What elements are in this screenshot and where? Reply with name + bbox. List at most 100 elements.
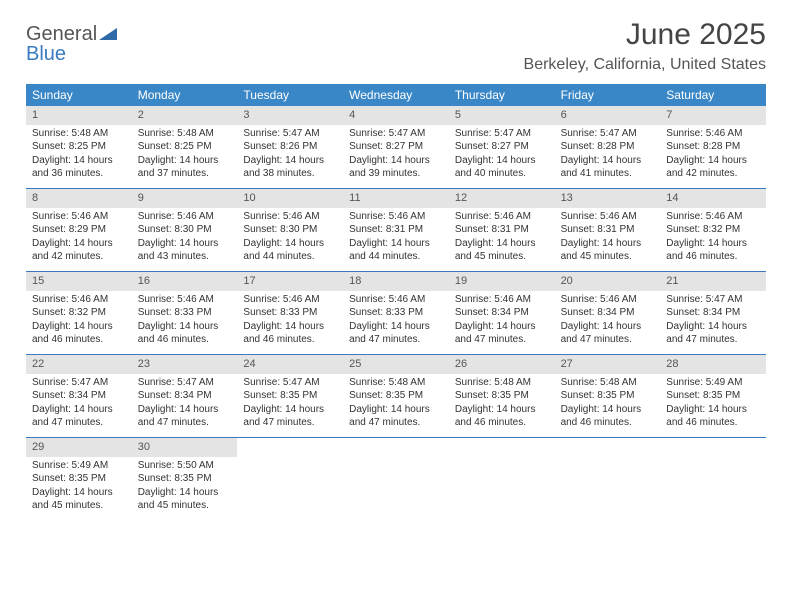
title-block: June 2025 Berkeley, California, United S… (524, 18, 766, 74)
week-row: 8Sunrise: 5:46 AMSunset: 8:29 PMDaylight… (26, 189, 766, 272)
sunset-text: Sunset: 8:27 PM (455, 140, 549, 154)
sunrise-text: Sunrise: 5:46 AM (349, 210, 443, 224)
calendar-cell: 28Sunrise: 5:49 AMSunset: 8:35 PMDayligh… (660, 355, 766, 437)
sunrise-text: Sunrise: 5:48 AM (32, 127, 126, 141)
sunrise-text: Sunrise: 5:46 AM (138, 210, 232, 224)
week-row: 15Sunrise: 5:46 AMSunset: 8:32 PMDayligh… (26, 272, 766, 355)
calendar-cell: 2Sunrise: 5:48 AMSunset: 8:25 PMDaylight… (132, 106, 238, 188)
calendar-cell (449, 438, 555, 520)
sunrise-text: Sunrise: 5:47 AM (455, 127, 549, 141)
cell-body: Sunrise: 5:46 AMSunset: 8:33 PMDaylight:… (132, 291, 238, 351)
sunset-text: Sunset: 8:35 PM (138, 472, 232, 486)
cell-body: Sunrise: 5:46 AMSunset: 8:31 PMDaylight:… (555, 208, 661, 268)
daylight-text: Daylight: 14 hours and 42 minutes. (32, 237, 126, 264)
day-number: 24 (237, 355, 343, 374)
dow-thursday: Thursday (449, 84, 555, 106)
daylight-text: Daylight: 14 hours and 47 minutes. (243, 403, 337, 430)
sunset-text: Sunset: 8:30 PM (243, 223, 337, 237)
daylight-text: Daylight: 14 hours and 42 minutes. (666, 154, 760, 181)
day-number: 27 (555, 355, 661, 374)
day-number: 12 (449, 189, 555, 208)
sunset-text: Sunset: 8:35 PM (455, 389, 549, 403)
sunset-text: Sunset: 8:27 PM (349, 140, 443, 154)
daylight-text: Daylight: 14 hours and 47 minutes. (138, 403, 232, 430)
cell-body: Sunrise: 5:47 AMSunset: 8:34 PMDaylight:… (660, 291, 766, 351)
sunset-text: Sunset: 8:28 PM (561, 140, 655, 154)
calendar-cell: 21Sunrise: 5:47 AMSunset: 8:34 PMDayligh… (660, 272, 766, 354)
sunset-text: Sunset: 8:34 PM (32, 389, 126, 403)
day-number: 4 (343, 106, 449, 125)
daylight-text: Daylight: 14 hours and 45 minutes. (455, 237, 549, 264)
dow-monday: Monday (132, 84, 238, 106)
logo: General Blue (26, 24, 117, 64)
cell-body: Sunrise: 5:50 AMSunset: 8:35 PMDaylight:… (132, 457, 238, 517)
day-number: 29 (26, 438, 132, 457)
cell-body: Sunrise: 5:48 AMSunset: 8:25 PMDaylight:… (132, 125, 238, 185)
sunrise-text: Sunrise: 5:46 AM (666, 127, 760, 141)
day-number: 9 (132, 189, 238, 208)
day-number (660, 438, 766, 442)
logo-word-1: General (26, 23, 97, 45)
cell-body: Sunrise: 5:48 AMSunset: 8:35 PMDaylight:… (555, 374, 661, 434)
cell-body: Sunrise: 5:48 AMSunset: 8:35 PMDaylight:… (449, 374, 555, 434)
cell-body: Sunrise: 5:47 AMSunset: 8:28 PMDaylight:… (555, 125, 661, 185)
cell-body: Sunrise: 5:48 AMSunset: 8:25 PMDaylight:… (26, 125, 132, 185)
sunrise-text: Sunrise: 5:48 AM (561, 376, 655, 390)
logo-triangle-icon (99, 24, 117, 44)
calendar-cell: 25Sunrise: 5:48 AMSunset: 8:35 PMDayligh… (343, 355, 449, 437)
cell-body: Sunrise: 5:46 AMSunset: 8:31 PMDaylight:… (449, 208, 555, 268)
calendar-cell (660, 438, 766, 520)
cell-body: Sunrise: 5:47 AMSunset: 8:26 PMDaylight:… (237, 125, 343, 185)
calendar-cell: 1Sunrise: 5:48 AMSunset: 8:25 PMDaylight… (26, 106, 132, 188)
day-number (555, 438, 661, 442)
calendar-cell (343, 438, 449, 520)
day-number: 13 (555, 189, 661, 208)
calendar-cell: 18Sunrise: 5:46 AMSunset: 8:33 PMDayligh… (343, 272, 449, 354)
sunset-text: Sunset: 8:30 PM (138, 223, 232, 237)
daylight-text: Daylight: 14 hours and 40 minutes. (455, 154, 549, 181)
day-number: 7 (660, 106, 766, 125)
day-number: 21 (660, 272, 766, 291)
sunset-text: Sunset: 8:31 PM (349, 223, 443, 237)
day-number: 19 (449, 272, 555, 291)
cell-body: Sunrise: 5:46 AMSunset: 8:29 PMDaylight:… (26, 208, 132, 268)
sunset-text: Sunset: 8:34 PM (138, 389, 232, 403)
day-number: 2 (132, 106, 238, 125)
sunset-text: Sunset: 8:25 PM (32, 140, 126, 154)
calendar: Sunday Monday Tuesday Wednesday Thursday… (26, 84, 766, 520)
dow-saturday: Saturday (660, 84, 766, 106)
sunset-text: Sunset: 8:28 PM (666, 140, 760, 154)
sunrise-text: Sunrise: 5:46 AM (455, 210, 549, 224)
daylight-text: Daylight: 14 hours and 45 minutes. (32, 486, 126, 513)
day-number (343, 438, 449, 442)
week-row: 1Sunrise: 5:48 AMSunset: 8:25 PMDaylight… (26, 106, 766, 189)
cell-body: Sunrise: 5:47 AMSunset: 8:35 PMDaylight:… (237, 374, 343, 434)
logo-word-2: Blue (26, 43, 66, 65)
sunrise-text: Sunrise: 5:46 AM (138, 293, 232, 307)
daylight-text: Daylight: 14 hours and 47 minutes. (666, 320, 760, 347)
calendar-cell: 13Sunrise: 5:46 AMSunset: 8:31 PMDayligh… (555, 189, 661, 271)
sunset-text: Sunset: 8:35 PM (349, 389, 443, 403)
calendar-cell: 17Sunrise: 5:46 AMSunset: 8:33 PMDayligh… (237, 272, 343, 354)
sunrise-text: Sunrise: 5:46 AM (666, 210, 760, 224)
daylight-text: Daylight: 14 hours and 47 minutes. (349, 320, 443, 347)
daylight-text: Daylight: 14 hours and 45 minutes. (138, 486, 232, 513)
sunset-text: Sunset: 8:33 PM (243, 306, 337, 320)
calendar-cell: 12Sunrise: 5:46 AMSunset: 8:31 PMDayligh… (449, 189, 555, 271)
daylight-text: Daylight: 14 hours and 39 minutes. (349, 154, 443, 181)
sunrise-text: Sunrise: 5:49 AM (666, 376, 760, 390)
day-number: 11 (343, 189, 449, 208)
sunrise-text: Sunrise: 5:47 AM (349, 127, 443, 141)
day-number: 16 (132, 272, 238, 291)
calendar-cell: 11Sunrise: 5:46 AMSunset: 8:31 PMDayligh… (343, 189, 449, 271)
day-number: 14 (660, 189, 766, 208)
sunset-text: Sunset: 8:35 PM (32, 472, 126, 486)
sunrise-text: Sunrise: 5:47 AM (138, 376, 232, 390)
cell-body: Sunrise: 5:47 AMSunset: 8:27 PMDaylight:… (343, 125, 449, 185)
day-number: 10 (237, 189, 343, 208)
cell-body: Sunrise: 5:46 AMSunset: 8:34 PMDaylight:… (449, 291, 555, 351)
dow-wednesday: Wednesday (343, 84, 449, 106)
calendar-cell: 24Sunrise: 5:47 AMSunset: 8:35 PMDayligh… (237, 355, 343, 437)
location: Berkeley, California, United States (524, 56, 766, 74)
cell-body: Sunrise: 5:46 AMSunset: 8:33 PMDaylight:… (237, 291, 343, 351)
